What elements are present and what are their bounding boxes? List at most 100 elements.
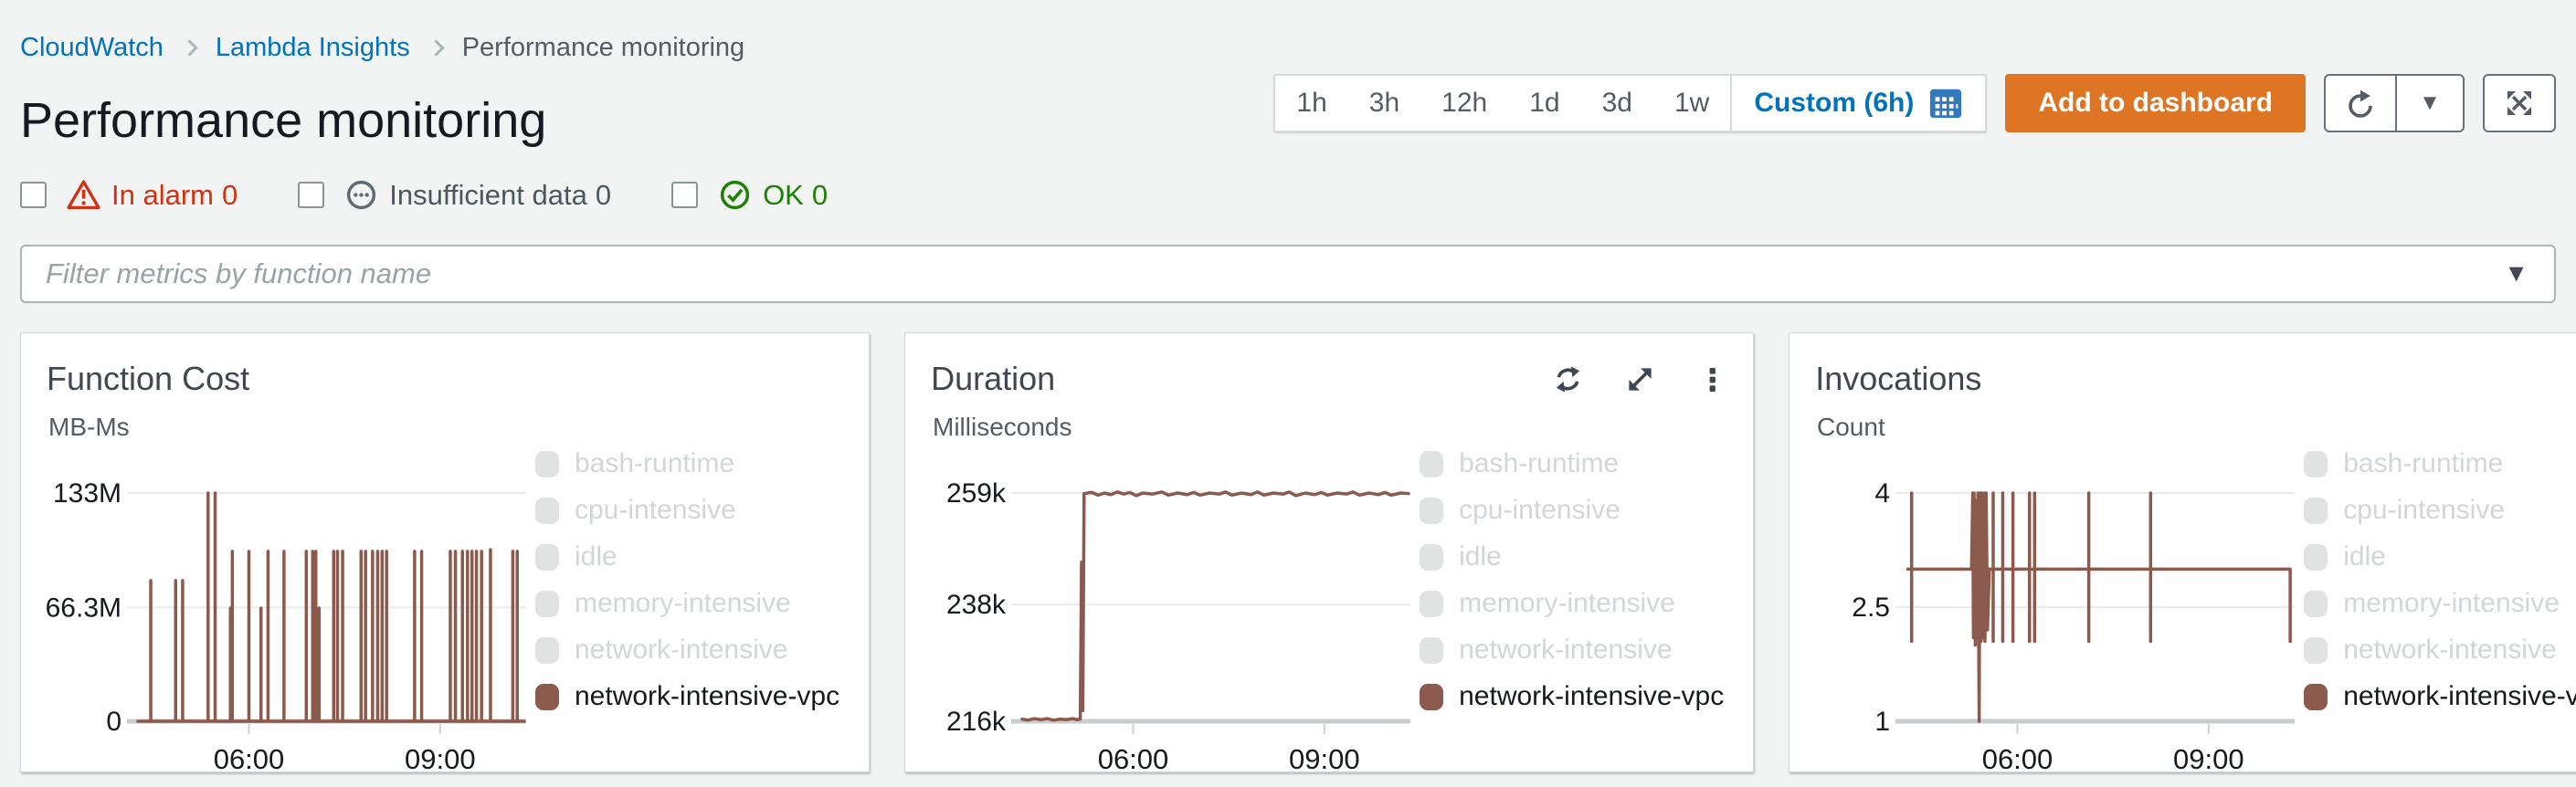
svg-text:09:00: 09:00 <box>2173 743 2244 771</box>
chart-legend: bash-runtime cpu-intensive idle memory-inte… <box>1420 406 1727 771</box>
legend-item-bash-runtime[interactable]: bash-runtime <box>535 448 839 479</box>
legend-label: memory-intensive <box>2343 588 2560 618</box>
time-range-custom[interactable]: Custom (6h) <box>1730 76 1985 131</box>
svg-text:09:00: 09:00 <box>405 743 476 771</box>
legend-swatch <box>2304 543 2328 571</box>
time-range-option-1h[interactable]: 1h <box>1296 88 1327 118</box>
time-range-option-3d[interactable]: 3d <box>1601 88 1632 118</box>
legend-label: cpu-intensive <box>1459 495 1621 525</box>
metric-filter-input[interactable] <box>20 245 2556 303</box>
function-cost-chart[interactable]: MB-Ms 133M 66.3M 0 06:00 09:00 <box>47 406 535 771</box>
refresh-split-button: ▼ <box>2324 74 2465 132</box>
widget-menu-icon[interactable] <box>1697 364 1727 394</box>
legend-swatch <box>535 590 559 617</box>
legend-item-memory-intensive[interactable]: memory-intensive <box>2304 588 2576 619</box>
in-alarm-label: In alarm <box>111 178 214 211</box>
alarm-state-filters: In alarm 0 Insufficient data 0 OK 0 <box>20 178 2556 212</box>
legend-swatch <box>1420 636 1444 664</box>
expand-widget-icon[interactable] <box>1625 364 1655 394</box>
breadcrumb-lambda-insights[interactable]: Lambda Insights <box>215 33 410 62</box>
check-circle-icon <box>718 178 752 212</box>
insufficient-data-label: Insufficient data <box>389 178 587 211</box>
legend-swatch <box>535 683 559 710</box>
legend-label: network-intensive <box>575 635 788 665</box>
legend-item-memory-intensive[interactable]: memory-intensive <box>535 588 839 619</box>
chart-legend: bash-runtime cpu-intensive idle memory-inte… <box>535 406 843 771</box>
time-range-option-12h[interactable]: 12h <box>1441 88 1488 118</box>
legend-swatch <box>2304 590 2328 617</box>
legend-item-network-intensive[interactable]: network-intensive <box>1420 635 1724 666</box>
svg-text:1: 1 <box>1875 707 1891 737</box>
legend-item-bash-runtime[interactable]: bash-runtime <box>2304 448 2576 479</box>
legend-swatch <box>535 497 559 524</box>
refresh-options-button[interactable]: ▼ <box>2395 74 2465 132</box>
refresh-button[interactable] <box>2324 74 2397 132</box>
insufficient-data-count: 0 <box>595 178 612 211</box>
in-alarm-count: 0 <box>221 178 238 211</box>
svg-text:259k: 259k <box>946 478 1007 509</box>
legend-item-cpu-intensive[interactable]: cpu-intensive <box>2304 495 2576 526</box>
legend-label: bash-runtime <box>2343 448 2504 478</box>
legend-swatch <box>2304 450 2328 477</box>
svg-text:06:00: 06:00 <box>1982 743 2053 771</box>
legend-item-cpu-intensive[interactable]: cpu-intensive <box>535 495 839 526</box>
legend-label: cpu-intensive <box>2343 495 2506 525</box>
svg-text:4: 4 <box>1875 478 1891 509</box>
legend-swatch <box>1420 450 1444 477</box>
legend-item-memory-intensive[interactable]: memory-intensive <box>1420 588 1724 619</box>
legend-item-network-intensive[interactable]: network-intensive <box>2304 635 2576 666</box>
legend-swatch <box>535 636 559 664</box>
add-to-dashboard-button[interactable]: Add to dashboard <box>2005 74 2306 132</box>
legend-label: memory-intensive <box>575 588 791 618</box>
refresh-widget-icon[interactable] <box>1553 364 1583 394</box>
legend-item-network-intensive-vpc[interactable]: network-intensive-vpc <box>1420 681 1724 712</box>
card-title: Duration <box>931 360 1056 397</box>
header-row: Performance monitoring 1h 3h 12h 1d 3d 1w Cus… <box>20 74 2556 149</box>
legend-label: idle <box>2343 541 2386 572</box>
legend-item-idle[interactable]: idle <box>2304 541 2576 572</box>
legend-swatch <box>1420 543 1444 571</box>
calendar-icon[interactable] <box>1928 86 1963 121</box>
legend-swatch <box>1420 683 1444 710</box>
legend-item-cpu-intensive[interactable]: cpu-intensive <box>1420 495 1724 526</box>
legend-label: network-intensive-vpc <box>1459 681 1725 711</box>
legend-swatch <box>535 450 559 477</box>
filter-caret-down-icon[interactable]: ▼ <box>2504 258 2528 287</box>
fullscreen-button[interactable] <box>2483 74 2556 132</box>
legend-label: network-intensive <box>2343 635 2557 665</box>
alarm-triangle-icon <box>67 178 100 212</box>
svg-text:MB-Ms: MB-Ms <box>48 413 130 441</box>
time-range-option-1d[interactable]: 1d <box>1529 88 1560 118</box>
legend-item-idle[interactable]: idle <box>1420 541 1724 572</box>
breadcrumb-cloudwatch[interactable]: CloudWatch <box>20 33 164 62</box>
chevron-right-icon <box>428 39 445 57</box>
legend-swatch <box>1420 590 1444 617</box>
duration-card: Duration Milliseconds 259k 238k 216k 06:00 09… <box>904 332 1755 772</box>
card-title: Function Cost <box>47 360 250 397</box>
invocations-chart[interactable]: Count 4 2.5 1 06:00 09:00 <box>1815 406 2304 771</box>
duration-chart[interactable]: Milliseconds 259k 238k 216k 06:00 09:00 <box>931 406 1420 771</box>
caret-down-icon: ▼ <box>2419 90 2441 115</box>
legend-item-network-intensive-vpc[interactable]: network-intensive-vpc <box>2304 681 2576 712</box>
ok-checkbox[interactable] <box>671 182 699 208</box>
card-header: Duration <box>931 355 1727 403</box>
legend-item-network-intensive-vpc[interactable]: network-intensive-vpc <box>535 681 839 712</box>
ellipsis-circle-icon <box>344 178 378 212</box>
page-title: Performance monitoring <box>20 93 547 148</box>
legend-item-bash-runtime[interactable]: bash-runtime <box>1420 448 1724 479</box>
insufficient-data-checkbox[interactable] <box>298 182 325 208</box>
refresh-icon <box>2344 87 2377 120</box>
in-alarm-checkbox[interactable] <box>20 182 47 208</box>
svg-text:133M: 133M <box>53 478 121 509</box>
legend-label: memory-intensive <box>1459 588 1675 618</box>
legend-item-network-intensive[interactable]: network-intensive <box>535 635 839 666</box>
legend-item-idle[interactable]: idle <box>535 541 839 572</box>
card-body: Milliseconds 259k 238k 216k 06:00 09:00 bash-… <box>931 406 1727 771</box>
legend-label: idle <box>1459 541 1502 572</box>
widget-actions <box>1553 364 1727 394</box>
svg-text:09:00: 09:00 <box>1289 743 1360 771</box>
time-range-option-1w[interactable]: 1w <box>1673 88 1710 118</box>
time-range-option-3h[interactable]: 3h <box>1368 88 1400 118</box>
svg-text:216k: 216k <box>946 707 1007 737</box>
legend-swatch <box>535 543 559 571</box>
